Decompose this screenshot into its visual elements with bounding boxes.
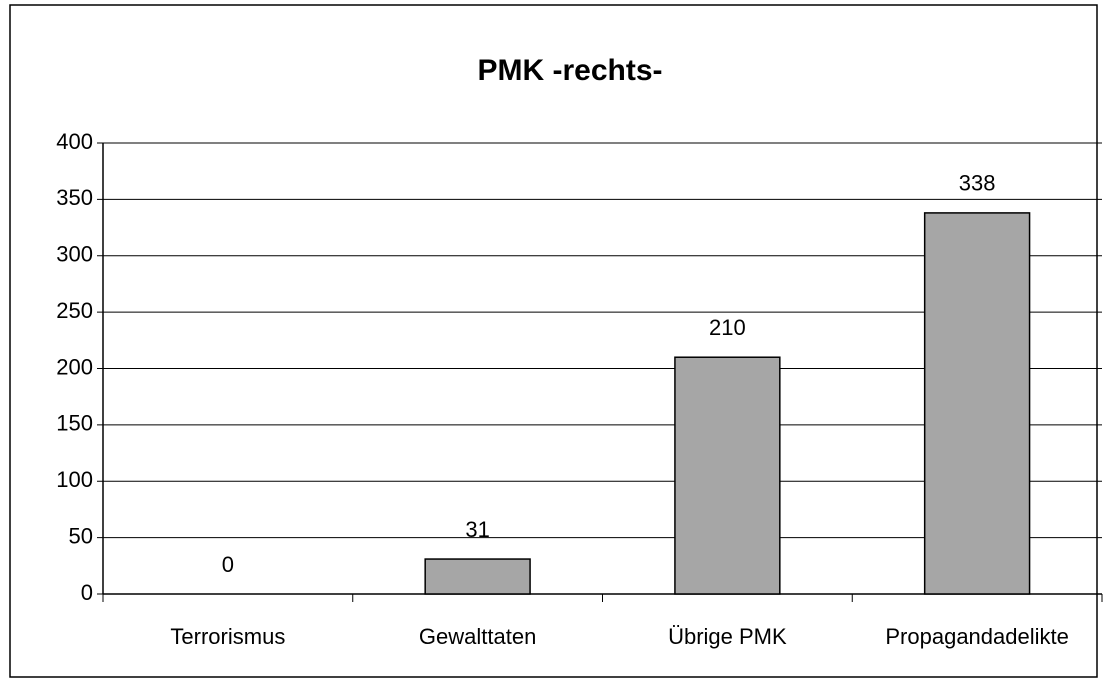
chart-title: PMK -rechts- [477,54,662,87]
data-label: 210 [709,315,746,340]
data-label: 0 [222,552,234,577]
y-tick-label: 250 [56,298,93,323]
bar [424,558,531,595]
x-tick-label: Terrorismus [170,624,285,649]
bar [674,356,781,595]
y-tick-label: 200 [56,354,93,379]
y-tick-label: 350 [56,185,93,210]
x-tick-label: Gewalttaten [419,624,536,649]
x-tick-label: Übrige PMK [668,624,787,649]
y-tick-label: 400 [56,129,93,154]
y-tick-label: 50 [69,523,93,548]
x-tick-label: Propagandadelikte [885,624,1068,649]
y-tick-label: 0 [81,580,93,605]
y-tick-label: 300 [56,242,93,267]
y-tick-label: 150 [56,411,93,436]
data-label: 338 [959,171,996,196]
y-tick-label: 100 [56,467,93,492]
chart-frame [9,4,1098,678]
bar [923,212,1031,595]
data-label: 31 [465,517,489,542]
